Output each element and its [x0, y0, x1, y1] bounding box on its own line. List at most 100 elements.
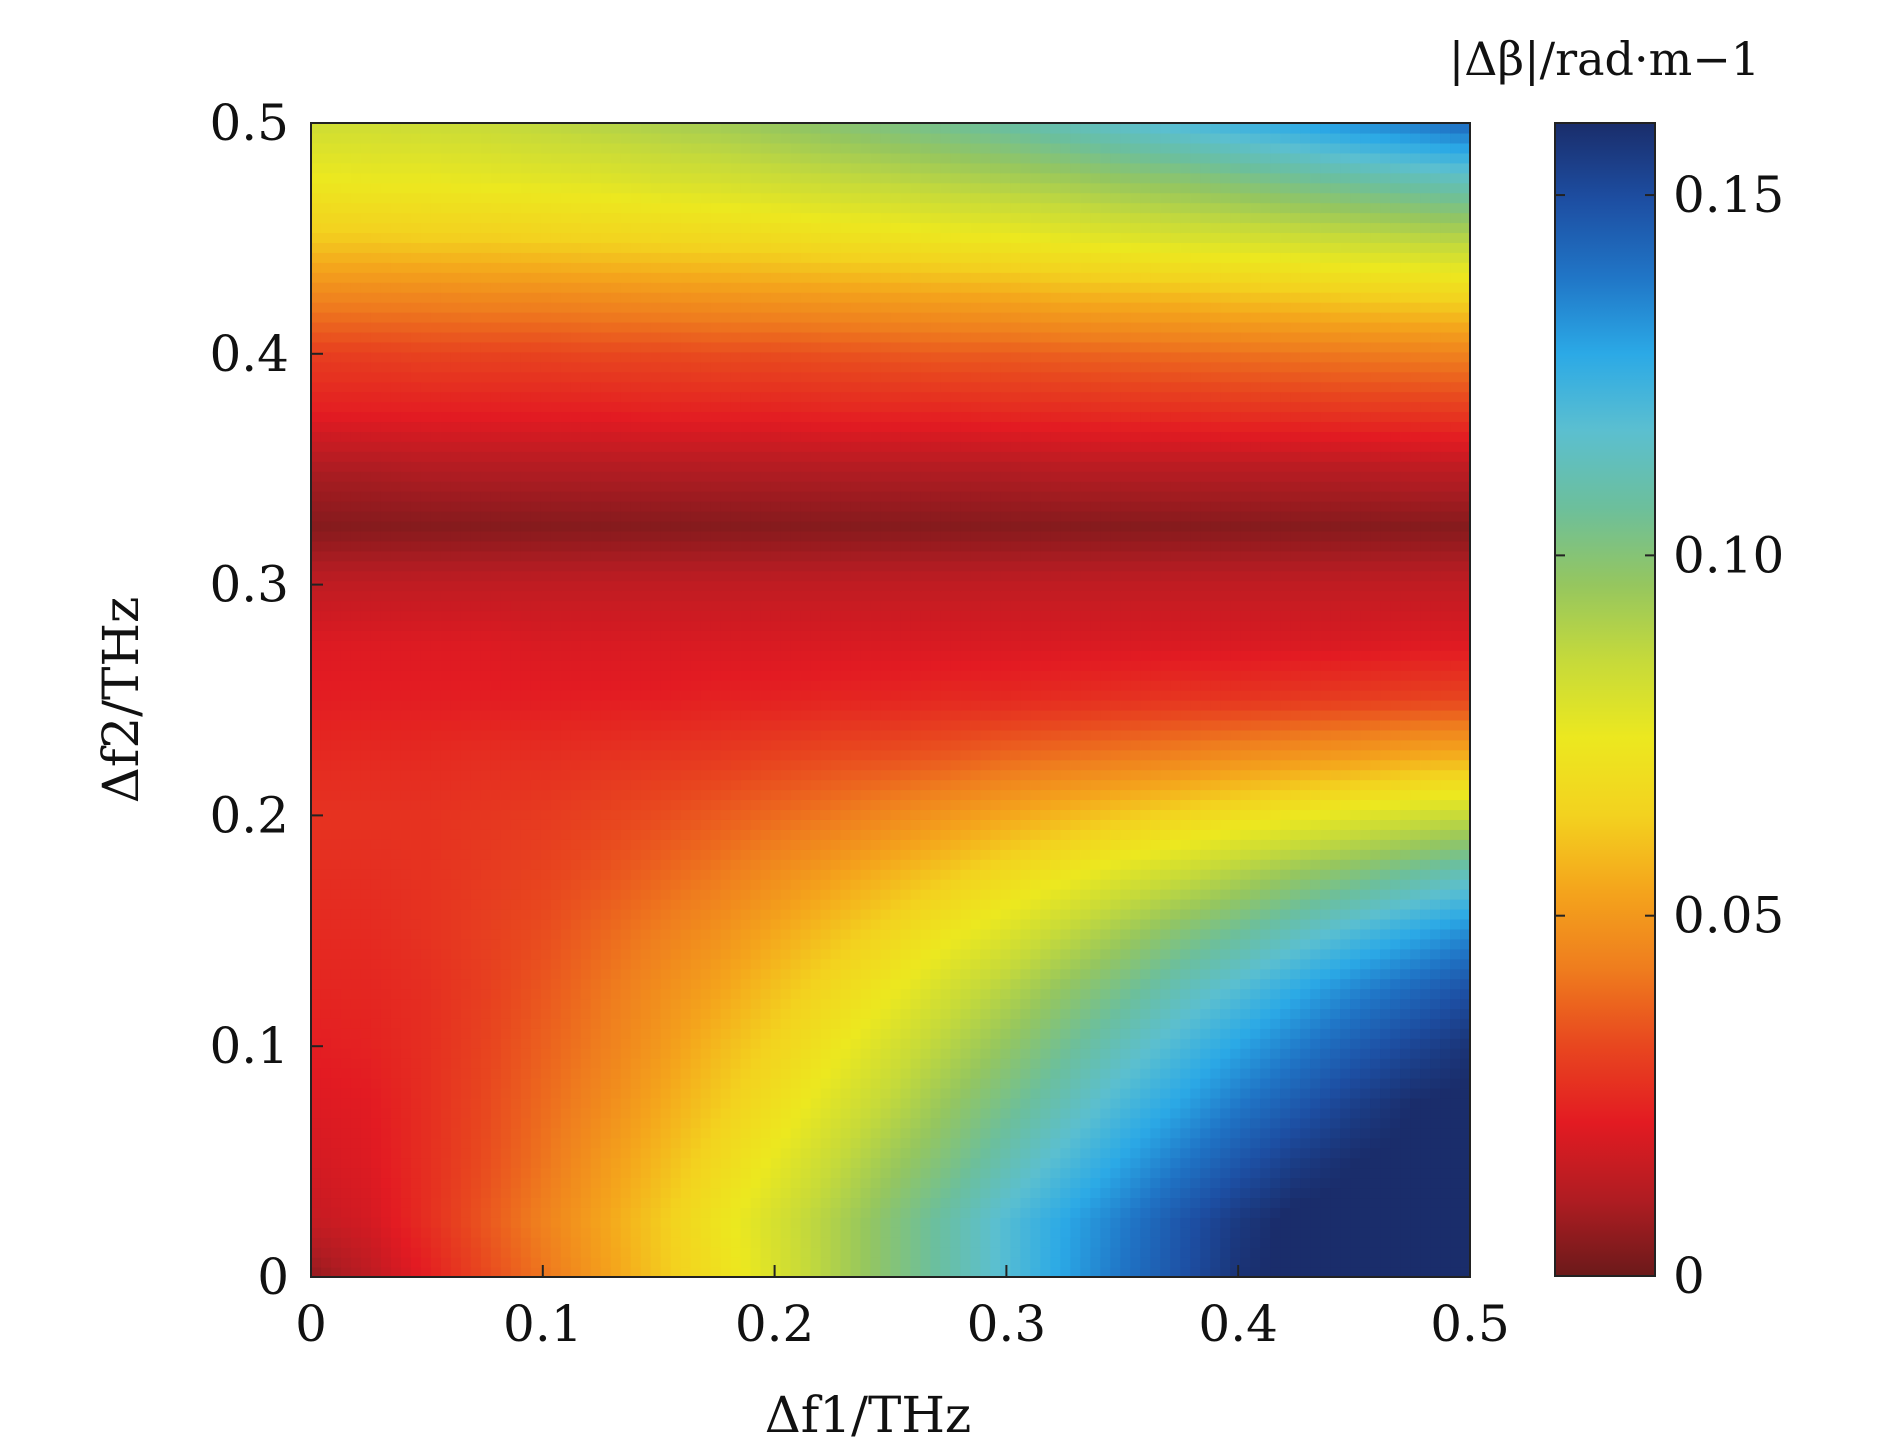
heatmap-cell: [390, 1127, 402, 1139]
heatmap-cell: [650, 908, 662, 920]
heatmap-cell: [800, 1267, 812, 1278]
heatmap-cell: [430, 1038, 442, 1049]
heatmap-cell: [1180, 1137, 1191, 1149]
heatmap-cell: [800, 898, 812, 910]
heatmap-cell: [400, 1197, 412, 1208]
heatmap-cell: [1410, 1008, 1421, 1019]
heatmap-cell: [1220, 1097, 1231, 1109]
heatmap-cell: [1200, 1177, 1211, 1189]
heatmap-cell: [370, 1008, 382, 1019]
heatmap-cell: [730, 1167, 742, 1179]
heatmap-cell: [750, 948, 762, 960]
heatmap-cell: [1400, 1068, 1411, 1079]
heatmap-cell: [1220, 1018, 1231, 1029]
heatmap-cell: [1140, 1097, 1151, 1109]
heatmap-cell: [1130, 988, 1141, 1000]
heatmap-cell: [680, 1107, 692, 1119]
heatmap-cell: [400, 908, 412, 920]
heatmap-cell: [990, 1068, 1001, 1079]
heatmap-cell: [1090, 1058, 1101, 1069]
heatmap-cell: [800, 918, 812, 930]
heatmap-cell: [970, 1237, 982, 1248]
heatmap-cell: [1450, 1117, 1461, 1129]
heatmap-cell: [670, 1018, 682, 1029]
heatmap-cell: [1460, 879, 1471, 890]
heatmap-cell: [1410, 958, 1421, 970]
heatmap-cell: [1280, 1187, 1291, 1199]
heatmap-cell: [930, 938, 942, 950]
heatmap-cell: [1060, 879, 1071, 890]
heatmap-cell: [950, 998, 962, 1009]
heatmap-cell: [1360, 928, 1371, 940]
heatmap-cell: [820, 1018, 832, 1029]
heatmap-cell: [1080, 1167, 1091, 1179]
heatmap-cell: [1090, 1197, 1101, 1208]
heatmap-cell: [450, 1008, 462, 1019]
heatmap-cell: [1080, 968, 1091, 980]
heatmap-cell: [830, 998, 842, 1009]
heatmap-cell: [440, 928, 452, 940]
heatmap-cell: [740, 948, 752, 960]
heatmap-cell: [380, 1177, 392, 1189]
heatmap-cell: [550, 1197, 562, 1208]
heatmap-cell: [1200, 1157, 1211, 1169]
heatmap-cell: [1460, 1008, 1471, 1019]
heatmap-cell: [1390, 1157, 1401, 1169]
heatmap-cell: [540, 1078, 552, 1089]
heatmap-cell: [810, 1097, 822, 1109]
heatmap-cell: [950, 1038, 962, 1049]
heatmap-cell: [970, 1157, 982, 1169]
heatmap-cell: [550, 1237, 562, 1248]
heatmap-cell: [590, 1058, 602, 1069]
heatmap-cell: [1210, 1028, 1221, 1039]
heatmap-cell: [990, 1217, 1001, 1228]
heatmap-cell: [1030, 938, 1041, 950]
heatmap-cell: [1090, 958, 1101, 970]
heatmap-cell: [1070, 1147, 1081, 1159]
heatmap-cell: [550, 918, 562, 930]
heatmap-cell: [640, 1237, 652, 1248]
heatmap-cell: [1280, 1097, 1291, 1109]
heatmap-cell: [540, 1097, 552, 1109]
heatmap-cell: [1170, 1217, 1181, 1228]
heatmap-cell: [730, 1267, 742, 1278]
heatmap-cell: [830, 1018, 842, 1029]
heatmap-cell: [710, 948, 722, 960]
heatmap-cell: [1030, 1247, 1041, 1258]
heatmap-cell: [1050, 1237, 1061, 1248]
heatmap-cell: [1280, 1117, 1291, 1129]
heatmap-cell: [1260, 889, 1271, 900]
heatmap-cell: [540, 918, 552, 930]
heatmap-cell: [440, 898, 452, 910]
heatmap-cell: [1400, 1018, 1411, 1029]
heatmap-cell: [440, 1167, 452, 1179]
heatmap-cell: [660, 1137, 672, 1149]
heatmap-cell: [670, 1177, 682, 1189]
heatmap-cell: [1350, 1167, 1361, 1179]
heatmap-cell: [870, 889, 882, 900]
heatmap-cell: [1380, 1117, 1391, 1129]
heatmap-cell: [1060, 898, 1071, 910]
heatmap-cell: [690, 1018, 702, 1029]
heatmap-cell: [1270, 978, 1281, 990]
heatmap-cell: [670, 998, 682, 1009]
heatmap-cell: [770, 1187, 782, 1199]
heatmap-cell: [1120, 1137, 1131, 1149]
heatmap-cell: [1010, 968, 1021, 980]
heatmap-cell: [1370, 1117, 1381, 1129]
heatmap-cell: [850, 948, 862, 960]
heatmap-cell: [1410, 1217, 1421, 1228]
heatmap-cell: [420, 1058, 432, 1069]
heatmap-cell: [670, 928, 682, 940]
heatmap-cell: [1300, 1237, 1311, 1248]
heatmap-cell: [720, 1237, 732, 1248]
heatmap-cell: [870, 1147, 882, 1159]
heatmap-cell: [820, 1187, 832, 1199]
heatmap-cell: [1380, 968, 1391, 980]
heatmap-cell: [1390, 1058, 1401, 1069]
heatmap-cell: [1100, 898, 1111, 910]
heatmap-cell: [560, 1207, 572, 1218]
heatmap-cell: [970, 1267, 982, 1278]
heatmap-cell: [590, 978, 602, 990]
heatmap-cell: [810, 1187, 822, 1199]
